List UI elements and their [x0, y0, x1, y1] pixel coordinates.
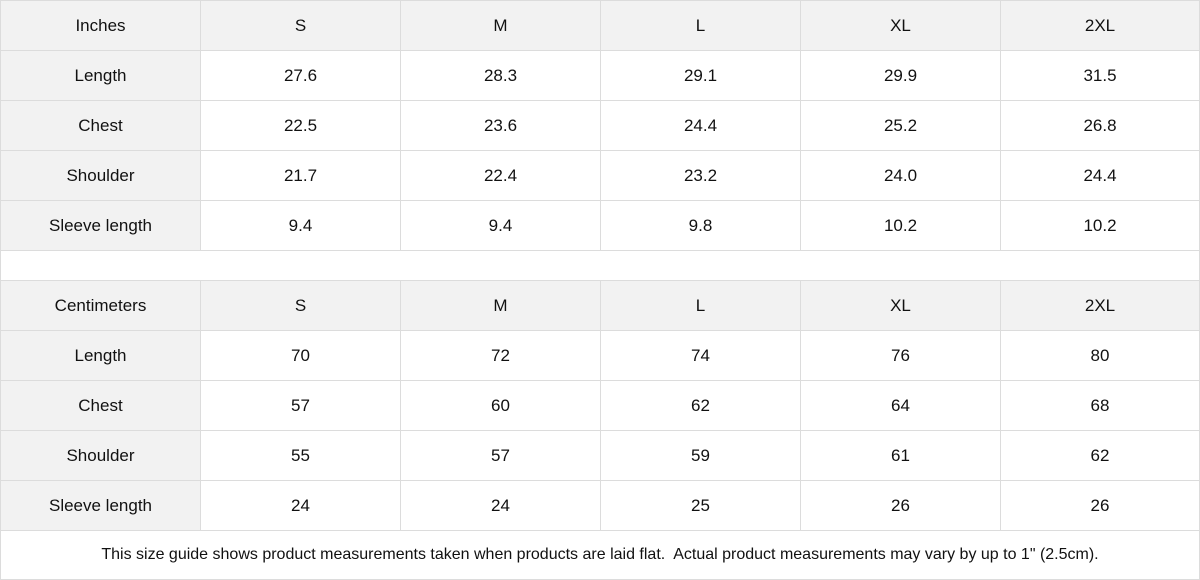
table-row: Shoulder 21.7 22.4 23.2 24.0 24.4 — [0, 150, 1200, 200]
measurement-value: 57 — [200, 380, 400, 430]
measurement-value: 25.2 — [800, 100, 1000, 150]
size-header: XL — [800, 0, 1000, 50]
measurement-value: 59 — [600, 430, 800, 480]
measurement-value: 62 — [1000, 430, 1200, 480]
measurement-value: 28.3 — [400, 50, 600, 100]
measurement-value: 68 — [1000, 380, 1200, 430]
table-row: Chest 57 60 62 64 68 — [0, 380, 1200, 430]
measurement-value: 76 — [800, 330, 1000, 380]
measurement-value: 22.4 — [400, 150, 600, 200]
size-header: M — [400, 0, 600, 50]
table-row: Length 27.6 28.3 29.1 29.9 31.5 — [0, 50, 1200, 100]
measurement-value: 24 — [400, 480, 600, 530]
inches-size-table: Inches S M L XL 2XL Length 27.6 28.3 29.1 29.9 31.5… — [0, 0, 1200, 250]
measurement-value: 26.8 — [1000, 100, 1200, 150]
measurement-value: 26 — [1000, 480, 1200, 530]
measurement-label: Shoulder — [0, 150, 200, 200]
unit-header: Centimeters — [0, 280, 200, 330]
measurement-label: Chest — [0, 380, 200, 430]
measurement-value: 64 — [800, 380, 1000, 430]
centimeters-size-table: Centimeters S M L XL 2XL Length 70 72 74 76 80 Chest… — [0, 280, 1200, 530]
size-guide-footnote: This size guide shows product measuremen… — [0, 530, 1200, 580]
measurement-value: 21.7 — [200, 150, 400, 200]
measurement-value: 70 — [200, 330, 400, 380]
measurement-value: 23.2 — [600, 150, 800, 200]
measurement-value: 29.1 — [600, 50, 800, 100]
size-header: S — [200, 280, 400, 330]
header-row: Centimeters S M L XL 2XL — [0, 280, 1200, 330]
measurement-value: 26 — [800, 480, 1000, 530]
measurement-value: 80 — [1000, 330, 1200, 380]
measurement-value: 62 — [600, 380, 800, 430]
measurement-value: 61 — [800, 430, 1000, 480]
size-header: XL — [800, 280, 1000, 330]
table-row: Sleeve length 24 24 25 26 26 — [0, 480, 1200, 530]
measurement-value: 24 — [200, 480, 400, 530]
measurement-label: Shoulder — [0, 430, 200, 480]
measurement-value: 10.2 — [800, 200, 1000, 250]
table-spacer — [0, 250, 1200, 280]
measurement-value: 23.6 — [400, 100, 600, 150]
measurement-value: 55 — [200, 430, 400, 480]
table-row: Chest 22.5 23.6 24.4 25.2 26.8 — [0, 100, 1200, 150]
measurement-value: 57 — [400, 430, 600, 480]
measurement-value: 74 — [600, 330, 800, 380]
measurement-label: Sleeve length — [0, 480, 200, 530]
measurement-value: 72 — [400, 330, 600, 380]
size-header: L — [600, 280, 800, 330]
size-header: 2XL — [1000, 280, 1200, 330]
size-header: 2XL — [1000, 0, 1200, 50]
measurement-value: 27.6 — [200, 50, 400, 100]
measurement-value: 31.5 — [1000, 50, 1200, 100]
measurement-value: 24.4 — [600, 100, 800, 150]
measurement-value: 25 — [600, 480, 800, 530]
measurement-value: 9.8 — [600, 200, 800, 250]
measurement-value: 9.4 — [200, 200, 400, 250]
measurement-value: 24.4 — [1000, 150, 1200, 200]
table-row: Shoulder 55 57 59 61 62 — [0, 430, 1200, 480]
measurement-value: 24.0 — [800, 150, 1000, 200]
measurement-label: Length — [0, 330, 200, 380]
measurement-label: Length — [0, 50, 200, 100]
measurement-value: 10.2 — [1000, 200, 1200, 250]
size-header: M — [400, 280, 600, 330]
size-header: S — [200, 0, 400, 50]
header-row: Inches S M L XL 2XL — [0, 0, 1200, 50]
measurement-value: 22.5 — [200, 100, 400, 150]
unit-header: Inches — [0, 0, 200, 50]
measurement-value: 9.4 — [400, 200, 600, 250]
table-row: Sleeve length 9.4 9.4 9.8 10.2 10.2 — [0, 200, 1200, 250]
measurement-label: Chest — [0, 100, 200, 150]
measurement-value: 29.9 — [800, 50, 1000, 100]
size-header: L — [600, 0, 800, 50]
table-row: Length 70 72 74 76 80 — [0, 330, 1200, 380]
measurement-label: Sleeve length — [0, 200, 200, 250]
measurement-value: 60 — [400, 380, 600, 430]
